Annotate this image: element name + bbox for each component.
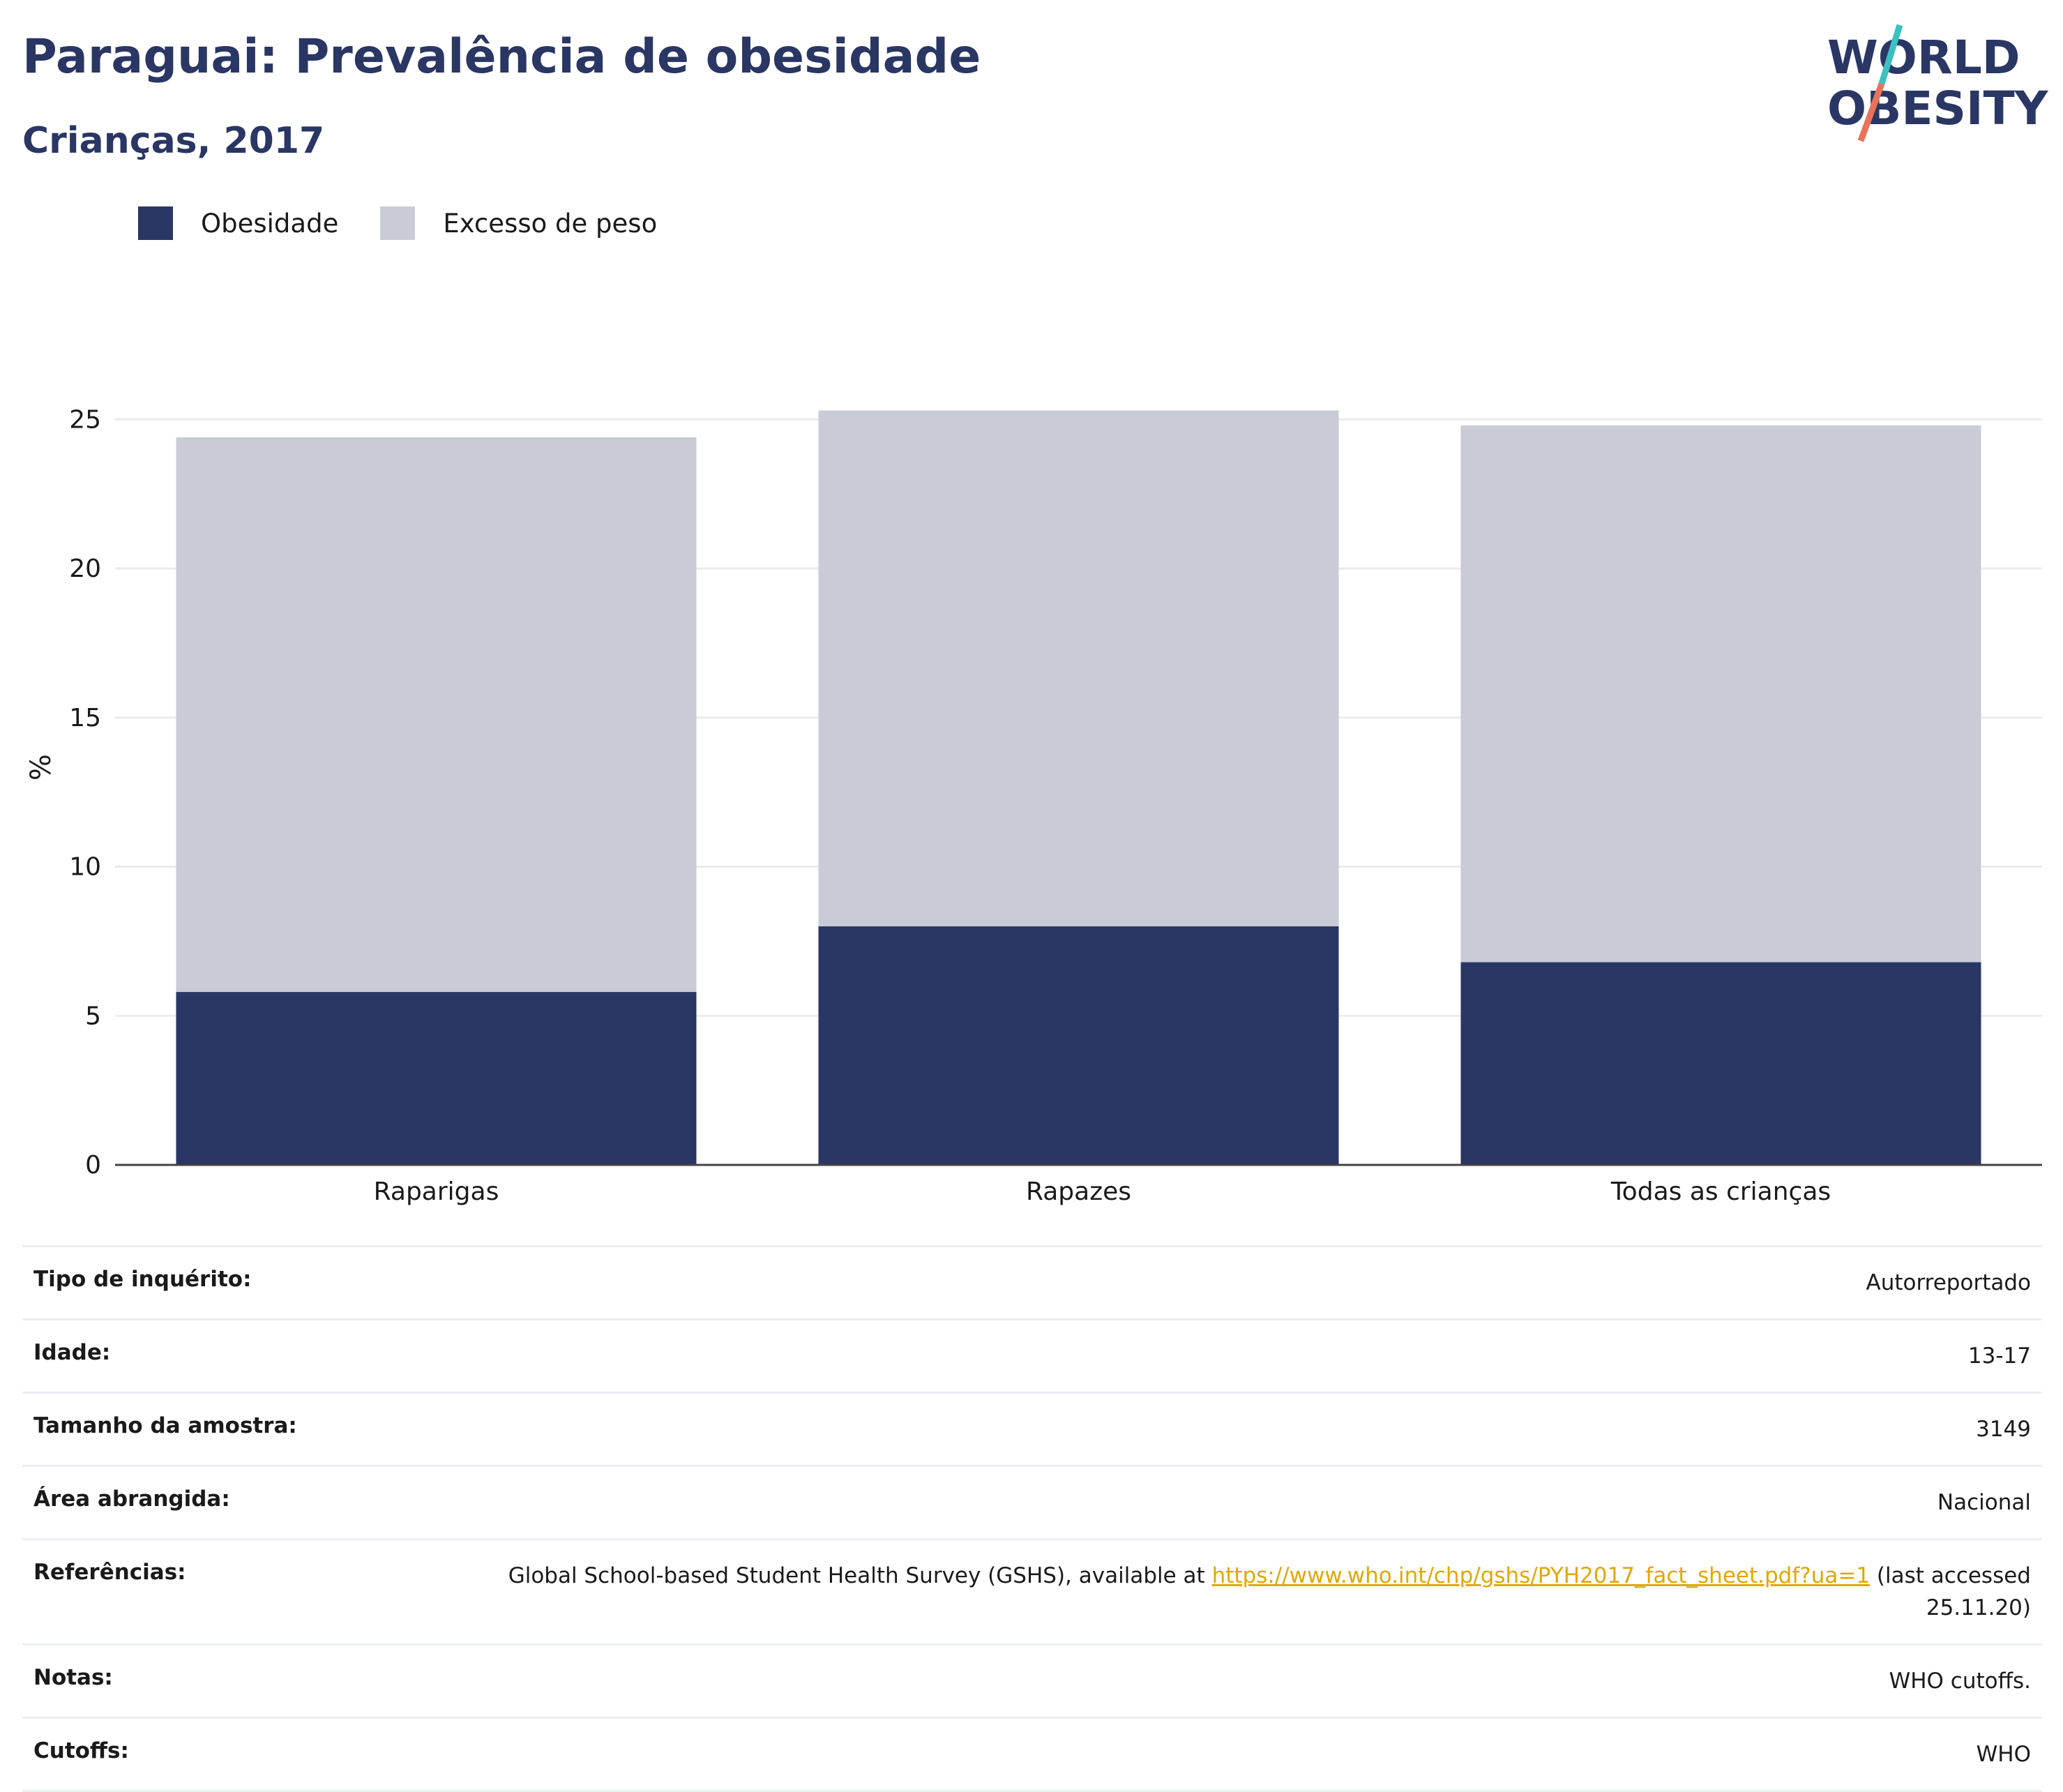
info-row-amostra: Tamanho da amostra: 3149 [22, 1394, 2042, 1467]
info-label: Idade: [33, 1340, 111, 1365]
bar-segment [818, 410, 1339, 927]
info-value: 3149 [1976, 1417, 2031, 1442]
legend-swatch-excesso-de-peso [380, 206, 416, 240]
info-label: Área abrangida: [33, 1486, 230, 1512]
info-label: Tipo de inquérito: [33, 1267, 252, 1292]
chart-title: Paraguai: Prevalência de obesidade [22, 29, 981, 84]
logo-slash-top [1878, 24, 1903, 85]
info-value: Nacional [1937, 1490, 2031, 1515]
survey-info-table: Tipo de inquérito: Autorreportado Idade:… [22, 1245, 2042, 1792]
y-tick-label: 15 [69, 704, 101, 732]
logo-line2: OBESITY [1827, 82, 2049, 135]
x-tick-label: Todas as crianças [1610, 1177, 1831, 1206]
info-label: Tamanho da amostra: [33, 1413, 297, 1438]
info-value-reference: Global School-based Student Health Surve… [497, 1560, 2031, 1624]
info-row-tipo: Tipo de inquérito: Autorreportado [22, 1247, 2042, 1320]
y-tick-label: 20 [69, 555, 101, 583]
chart-subtitle: Crianças, 2017 [22, 120, 325, 162]
x-tick-label: Rapazes [1026, 1177, 1131, 1206]
info-value: 13-17 [1967, 1343, 2031, 1369]
info-value: WHO [1976, 1742, 2031, 1767]
bar-segment [1460, 962, 1981, 1165]
info-value: WHO cutoffs. [1889, 1669, 2031, 1694]
info-row-area: Área abrangida: Nacional [22, 1467, 2042, 1540]
bar-segment [176, 992, 697, 1165]
logo-line1: WORLD [1827, 31, 2020, 84]
reference-link[interactable]: https://www.who.int/chp/gshs/PYH2017_fac… [1211, 1563, 1871, 1588]
y-tick-label: 10 [69, 853, 101, 882]
y-tick-label: 5 [85, 1002, 101, 1030]
info-row-notas: Notas: WHO cutoffs. [22, 1646, 2042, 1719]
legend-label-obesidade: Obesidade [201, 208, 339, 239]
stacked-bar-chart: 0 5 10 15 20 25% Raparigas Rapazes Todas as cria… [25, 405, 2042, 1206]
bar-segment [1460, 425, 1981, 963]
y-tick-label: 0 [85, 1151, 101, 1180]
y-tick-label: 25 [69, 405, 101, 434]
legend-label-excesso-de-peso: Excesso de peso [443, 208, 658, 239]
x-tick-label: Raparigas [374, 1177, 499, 1206]
reference-text: Global School-based Student Health Surve… [508, 1563, 1212, 1588]
info-value: Autorreportado [1866, 1270, 2032, 1295]
bar-segment [176, 437, 697, 993]
legend-swatch-obesidade [138, 206, 173, 240]
info-label: Notas: [33, 1665, 113, 1690]
info-row-idade: Idade: 13-17 [22, 1320, 2042, 1394]
info-label: Cutoffs: [33, 1738, 129, 1763]
info-label: Referências: [33, 1560, 186, 1585]
bar-segment [818, 926, 1339, 1165]
chart-legend: Obesidade Excesso de peso [138, 206, 699, 240]
legend-item-obesidade[interactable]: Obesidade [138, 206, 338, 240]
legend-item-excesso-de-peso[interactable]: Excesso de peso [380, 206, 657, 240]
y-axis-label: % [25, 754, 57, 781]
logo-slash-bottom [1857, 82, 1885, 142]
reference-suffix: (last accessed 25.11.20) [1870, 1563, 2031, 1620]
info-row-referencias: Referências: Global School-based Student… [22, 1540, 2042, 1646]
info-row-cutoffs: Cutoffs: WHO [22, 1719, 2042, 1792]
world-obesity-logo: WORLD OBESITY [1827, 24, 2049, 142]
